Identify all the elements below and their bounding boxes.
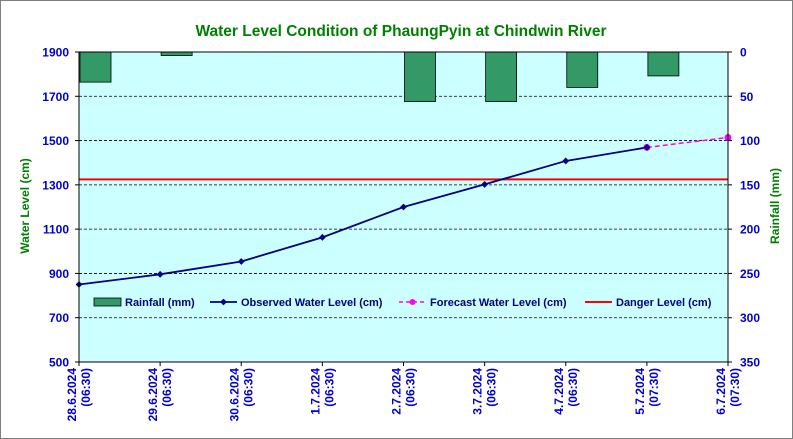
y-tick-label: 1100 <box>43 223 69 237</box>
x-tick-time: (06:30) <box>485 368 499 407</box>
observed-point <box>400 203 407 211</box>
observed-point <box>237 258 245 265</box>
x-tick-date: 5.7.2024 <box>633 368 647 415</box>
y2-axis-title: Rainfall (mm) <box>768 168 782 244</box>
x-tick-label: 6.7.2024 (07:30) <box>714 368 742 415</box>
legend-marker-observed <box>220 298 227 306</box>
observed-water-level-line <box>78 146 648 286</box>
y-axis-title: Water Level (cm) <box>18 158 32 254</box>
forecast-water-level-line <box>646 136 729 149</box>
x-tick-label: 1.7.2024 (06:30) <box>308 368 336 415</box>
x-tick-label: 2.7.2024 (06:30) <box>390 368 418 415</box>
x-tick-date: 1.7.2024 <box>308 368 322 415</box>
x-tick-time: (06:30) <box>322 368 336 407</box>
observed-point <box>156 270 164 278</box>
x-tick-label: 4.7.2024 (06:30) <box>552 368 580 415</box>
observed-point <box>643 144 651 151</box>
y2-tick-label: 350 <box>740 356 760 370</box>
x-tick-time: (06:30) <box>160 368 174 407</box>
y2-tick-label: 250 <box>740 267 760 281</box>
x-tick-date: 30.6.2024 <box>227 368 241 422</box>
y-tick-label: 1300 <box>42 178 69 192</box>
x-tick-time: (06:30) <box>79 368 93 407</box>
y-tick-label: 1700 <box>42 90 69 104</box>
x-tick-label: 3.7.2024 (06:30) <box>471 368 499 415</box>
y2-tick-label: 0 <box>740 46 747 60</box>
y2-tick-label: 50 <box>740 90 754 104</box>
x-tick-date: 28.6.2024 <box>65 368 79 422</box>
x-tick-date: 3.7.2024 <box>471 368 485 415</box>
rainfall-bar <box>647 51 680 77</box>
rainfall-bar <box>485 51 518 102</box>
x-tick-time: (06:30) <box>404 368 418 407</box>
y2-tick-label: 100 <box>740 134 760 148</box>
legend-marker-forecast <box>409 299 416 305</box>
legend-label-rainfall: Rainfall (mm) <box>125 297 195 309</box>
y-tick-label: 700 <box>49 311 69 325</box>
chart-title: Water Level Condition of PhaungPyin at C… <box>195 23 606 40</box>
x-tick-time: (07:30) <box>728 368 742 407</box>
y2-tick-label: 150 <box>740 178 760 192</box>
y-tick-label: 500 <box>49 356 69 370</box>
observed-point <box>562 157 570 165</box>
x-tick-time: (06:30) <box>241 368 255 407</box>
legend-label-forecast: Forecast Water Level (cm) <box>430 297 567 309</box>
observed-point <box>318 233 326 241</box>
rainfall-bar <box>566 51 599 88</box>
y2-tick-label: 300 <box>740 311 760 325</box>
x-tick-label: 29.6.2024 (06:30) <box>146 368 174 422</box>
legend-label-danger: Danger Level (cm) <box>616 297 712 309</box>
legend-swatch-rainfall <box>93 297 122 307</box>
x-tick-time: (07:30) <box>647 368 661 407</box>
legend-label-observed: Observed Water Level (cm) <box>241 297 383 309</box>
observed-point <box>481 181 489 188</box>
y-tick-label: 1900 <box>42 46 69 60</box>
x-tick-date: 2.7.2024 <box>390 368 404 415</box>
y-tick-label: 1500 <box>42 134 69 148</box>
rainfall-bar <box>79 51 112 83</box>
x-tick-time: (06:30) <box>566 368 580 407</box>
y-tick-label: 900 <box>49 267 69 281</box>
x-tick-label: 30.6.2024 (06:30) <box>227 368 255 422</box>
x-tick-date: 4.7.2024 <box>552 368 566 415</box>
x-tick-date: 6.7.2024 <box>714 368 728 415</box>
x-tick-date: 29.6.2024 <box>146 368 160 422</box>
x-tick-label: 5.7.2024 (07:30) <box>633 368 661 415</box>
y2-tick-label: 200 <box>740 223 760 237</box>
x-tick-label: 28.6.2024 (06:30) <box>65 368 93 422</box>
rainfall-bar <box>404 51 436 102</box>
rainfall-bar <box>160 51 193 56</box>
